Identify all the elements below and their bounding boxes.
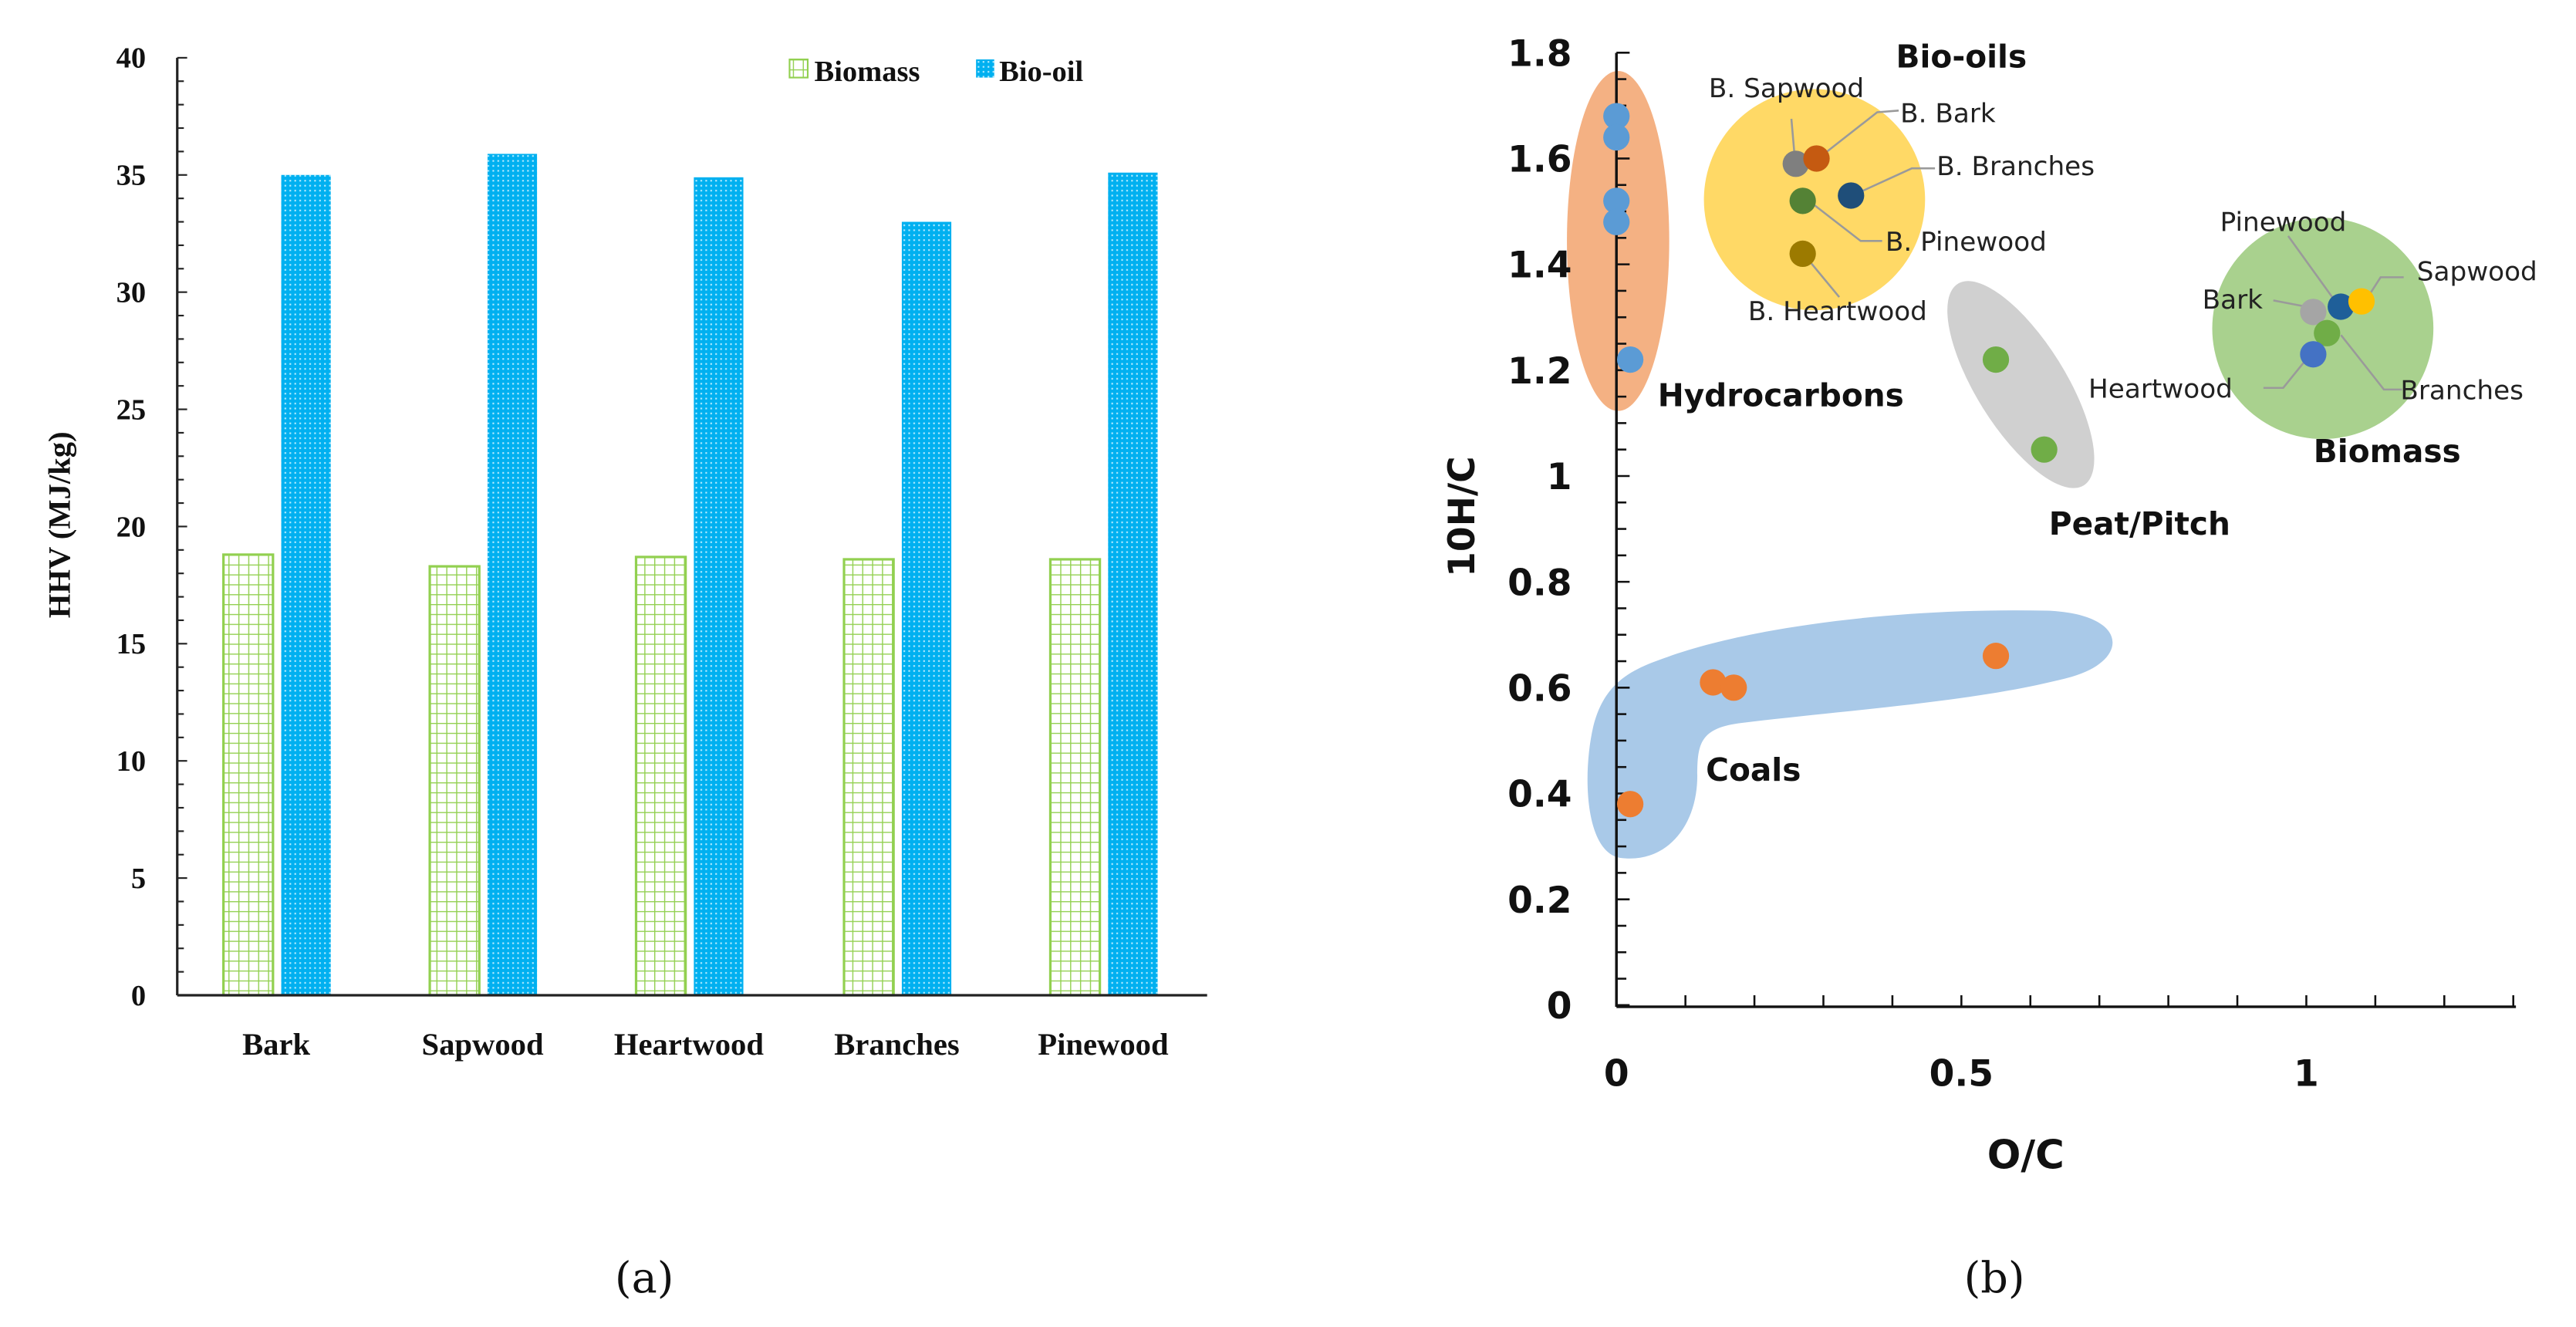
- y-axis-label: 10H/C: [1441, 456, 1484, 577]
- caption-a: (a): [615, 1253, 674, 1303]
- point-biomass: [2348, 288, 2375, 315]
- x-axis-label: O/C: [1987, 1133, 2065, 1179]
- point-hydrocarbons: [1616, 346, 1644, 373]
- point-peat-pitch: [2031, 436, 2058, 463]
- label-bark: Bark: [2203, 285, 2264, 316]
- point-bio-oils: [1838, 182, 1865, 209]
- label-sapwood: Sapwood: [2417, 257, 2537, 288]
- point-peat-pitch: [1982, 346, 2010, 373]
- point-bio-oils: [1789, 187, 1816, 214]
- x-tick-label: Heartwood: [614, 1027, 764, 1062]
- point-hydrocarbons: [1603, 208, 1630, 235]
- legend-label-bio-oil: Bio-oil: [999, 56, 1083, 88]
- y-tick-label: 0: [131, 980, 146, 1012]
- leader-lines: [1790, 110, 2404, 391]
- label-branches: Branches: [2400, 376, 2524, 407]
- group-label-coals: Coals: [1706, 751, 1801, 788]
- legend: Biomass Bio-oil: [788, 56, 1084, 88]
- point-biomass: [2300, 299, 2327, 326]
- y-tick-label: 1.4: [1507, 245, 1572, 287]
- y-tick-label: 20: [116, 511, 147, 543]
- y-tick-label: 0.8: [1507, 562, 1572, 604]
- y-tick-label: 35: [116, 160, 147, 192]
- bar-bio-oil-bark: [281, 174, 331, 996]
- y-tick-label: 5: [131, 863, 146, 895]
- group-label-peat-pitch: Peat/Pitch: [2049, 505, 2230, 542]
- point-coals: [1982, 643, 2010, 670]
- x-tick-label: Branches: [834, 1027, 960, 1062]
- y-tick-label: 0: [1547, 985, 1572, 1028]
- y-tick-label: 0.6: [1507, 667, 1572, 710]
- label-pinewood: Pinewood: [2220, 208, 2347, 238]
- bar-bio-oil-branches: [901, 221, 952, 996]
- group-label-biomass: Biomass: [2314, 433, 2461, 470]
- point-coals: [1720, 674, 1747, 701]
- point-hydrocarbons: [1603, 103, 1630, 130]
- label-b-heartwood: B. Heartwood: [1748, 296, 1927, 327]
- region-peat-pitch: [1947, 281, 2095, 488]
- point-bio-oils: [1782, 150, 1809, 177]
- x-tick-label: 1: [2294, 1053, 2319, 1096]
- bar-biomass-branches: [842, 558, 895, 997]
- y-tick-label: 25: [116, 393, 147, 426]
- point-biomass: [2328, 293, 2355, 320]
- bar-chart-hhv: 0 5 10 15 20 25 30 35 40 Bark Sapwood Heartwood Bra…: [42, 42, 1207, 1062]
- x-tick-label: Pinewood: [1038, 1027, 1169, 1062]
- group-regions: [1567, 70, 2434, 859]
- legend-swatch-biomass: [788, 58, 809, 79]
- scatter-chart-van-krevelen: 0 0.2 0.4 0.6 0.8 1 1.2 1.4 1.6 1.8 0 0.5 1 Bio-oils…: [1441, 32, 2537, 1178]
- label-b-bark: B. Bark: [1900, 98, 1996, 129]
- y-tick-label: 0.2: [1507, 880, 1572, 922]
- bar-biomass-heartwood: [634, 555, 687, 997]
- point-hydrocarbons: [1603, 187, 1630, 214]
- y-tick-label: 1.2: [1507, 350, 1572, 393]
- x-tick-label: Sapwood: [421, 1027, 543, 1062]
- point-bio-oils: [1803, 145, 1830, 172]
- group-label-hydrocarbons: Hydrocarbons: [1658, 376, 1904, 414]
- group-label-bio-oils: Bio-oils: [1896, 39, 2027, 76]
- bar-bio-oil-pinewood: [1108, 172, 1158, 995]
- point-coals: [1700, 669, 1727, 696]
- label-heartwood: Heartwood: [2088, 374, 2233, 405]
- region-hydrocarbons: [1567, 70, 1670, 411]
- y-tick-label: 30: [116, 276, 147, 309]
- x-tick-label: 0: [1604, 1053, 1629, 1096]
- x-tick-label: Bark: [242, 1027, 310, 1062]
- legend-label-biomass: Biomass: [815, 56, 920, 88]
- point-biomass: [2314, 319, 2341, 346]
- bar-biomass-sapwood: [428, 565, 481, 997]
- bar-biomass-bark: [222, 553, 275, 997]
- y-tick-label: 15: [116, 628, 147, 660]
- y-tick-label: 1: [1547, 456, 1572, 498]
- label-b-branches: B. Branches: [1936, 151, 2095, 182]
- bar-bio-oil-sapwood: [487, 154, 538, 995]
- caption-b: (b): [1964, 1253, 2025, 1303]
- y-tick-label: 40: [116, 42, 147, 75]
- y-tick-label: 1.6: [1507, 139, 1572, 181]
- bar-bio-oil-heartwood: [694, 177, 744, 996]
- region-coals: [1587, 610, 2113, 859]
- legend-swatch-bio-oil: [976, 59, 994, 78]
- point-coals: [1616, 791, 1644, 818]
- point-bio-oils: [1789, 240, 1816, 268]
- point-hydrocarbons: [1603, 123, 1630, 151]
- annotations: Bio-oils B. Sapwood B. Bark B. Branches …: [1658, 39, 2537, 788]
- bar-biomass-pinewood: [1048, 558, 1102, 997]
- y-tick-label: 0.4: [1507, 774, 1572, 816]
- point-biomass: [2300, 341, 2327, 368]
- label-b-sapwood: B. Sapwood: [1709, 73, 1864, 104]
- y-tick-label: 10: [116, 745, 147, 778]
- label-b-pinewood: B. Pinewood: [1886, 227, 2047, 258]
- y-tick-label: 1.8: [1507, 32, 1572, 75]
- y-axis-label: HHV (MJ/kg): [42, 431, 77, 618]
- x-tick-label: 0.5: [1929, 1053, 1994, 1096]
